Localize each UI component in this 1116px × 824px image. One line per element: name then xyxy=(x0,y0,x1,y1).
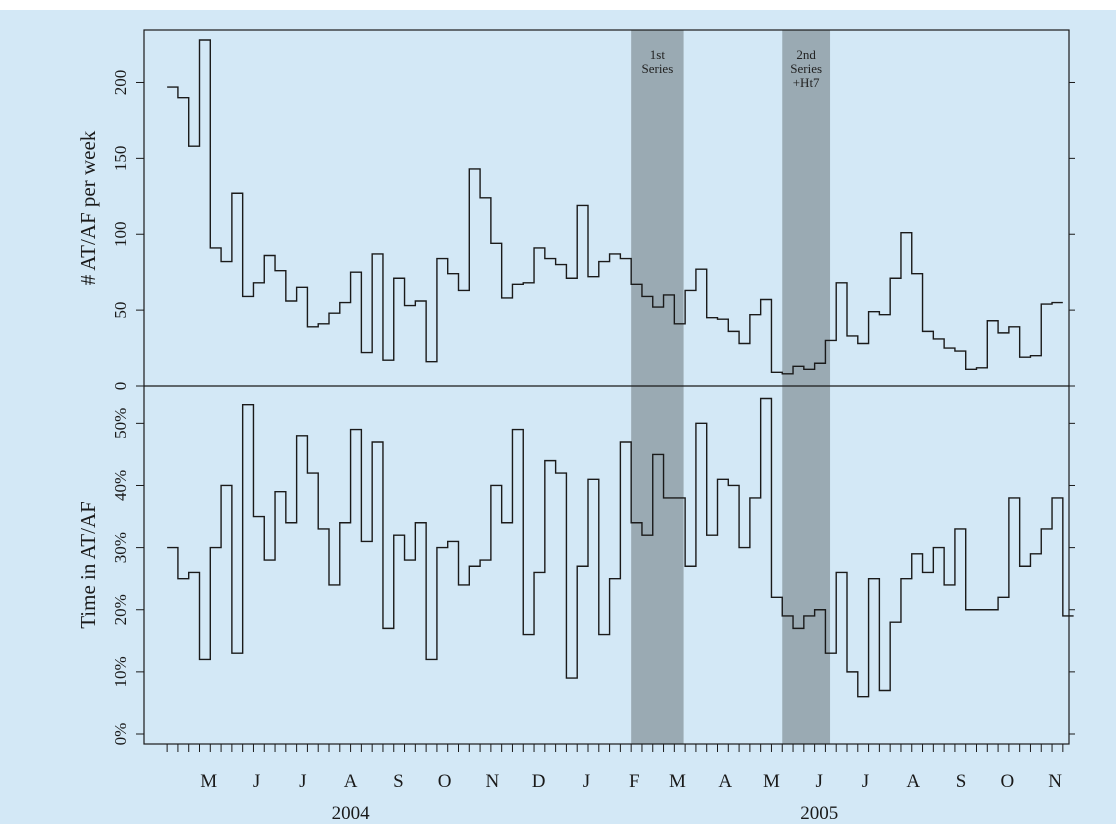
x-month-label: F xyxy=(629,771,640,792)
bottom-y-tick-label: 20% xyxy=(111,594,130,625)
x-month-label: A xyxy=(906,771,920,792)
top-y-axis: 0 50 100 150 200 xyxy=(111,70,1075,391)
bottom-y-axis-title: Time in AT/AF xyxy=(76,501,100,629)
x-year-label: 2005 xyxy=(800,803,838,824)
x-month-label: J xyxy=(816,771,823,792)
x-month-label: N xyxy=(1048,771,1062,792)
bottom-y-tick-label: 0% xyxy=(111,723,130,746)
x-year-label: 2004 xyxy=(332,803,371,824)
band-label: Series xyxy=(790,61,822,76)
band-label: 1st xyxy=(650,47,666,62)
x-month-label: J xyxy=(862,771,869,792)
x-month-label: S xyxy=(956,771,967,792)
top-y-tick-label: 50 xyxy=(111,302,130,319)
band-label: +Ht7 xyxy=(793,75,820,90)
bottom-y-tick-label: 50% xyxy=(111,408,130,439)
x-month-label: O xyxy=(1000,771,1014,792)
bottom-y-tick-label: 10% xyxy=(111,656,130,687)
top-y-tick-label: 100 xyxy=(111,221,130,247)
top-y-axis-title: # AT/AF per week xyxy=(76,130,100,285)
top-y-tick-label: 150 xyxy=(111,146,130,172)
bottom-y-axis: 0% 10% 20% 30% 40% 50% xyxy=(111,408,1075,746)
x-month-label: M xyxy=(200,771,217,792)
bottom-series-layer xyxy=(167,397,1074,698)
x-month-label: O xyxy=(438,771,452,792)
top-y-tick-label: 0 xyxy=(111,382,130,391)
plot-frame xyxy=(143,29,1070,745)
top-series-line xyxy=(167,39,1063,375)
treatment-band xyxy=(631,30,684,744)
band-label: 2nd xyxy=(796,47,816,62)
x-month-label: J xyxy=(253,771,260,792)
x-axis: M J J A S O N D J F M A M J J A S O N 2004 2005 xyxy=(166,744,1064,824)
chart-background xyxy=(0,10,1116,824)
x-month-label: M xyxy=(669,771,686,792)
top-y-tick-label: 200 xyxy=(111,70,130,96)
bottom-y-tick-label: 30% xyxy=(111,532,130,563)
x-month-label: S xyxy=(393,771,404,792)
bottom-series-line xyxy=(167,397,1074,698)
x-month-label: A xyxy=(344,771,358,792)
x-month-label: M xyxy=(763,771,780,792)
x-month-label: J xyxy=(583,771,590,792)
x-month-label: N xyxy=(486,771,500,792)
x-month-label: J xyxy=(299,771,306,792)
x-month-label: D xyxy=(532,771,546,792)
x-month-label: A xyxy=(718,771,732,792)
treatment-band xyxy=(782,30,831,744)
band-label: Series xyxy=(641,61,673,76)
bottom-y-tick-label: 40% xyxy=(111,470,130,501)
top-series-layer xyxy=(167,39,1063,375)
